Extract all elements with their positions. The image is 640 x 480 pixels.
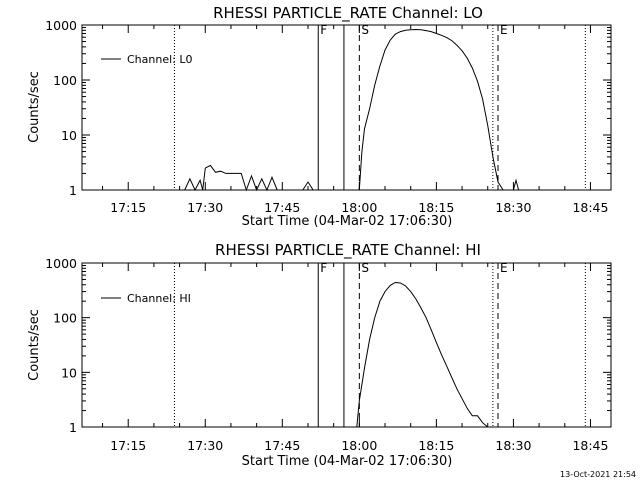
- x-tick-label: 17:15: [110, 200, 146, 215]
- x-tick-label: 17:30: [187, 438, 223, 453]
- panel-hi: RHESSI PARTICLE_RATE Channel: HI F S E 1 10…: [27, 241, 612, 469]
- event-flag-label: F: [320, 261, 327, 275]
- y-tick-label: 1: [69, 183, 77, 198]
- series-line: [358, 28, 504, 191]
- panel-lo-series: [184, 28, 520, 192]
- x-tick-label: 18:30: [495, 438, 531, 453]
- panel-hi-x-axis-label: Start Time (04-Mar-02 17:06:30): [242, 454, 453, 469]
- event-flag-label: E: [500, 261, 508, 275]
- y-tick-label: 10: [61, 365, 77, 380]
- panel-hi-y-axis-label: Counts/sec: [27, 309, 42, 381]
- panel-lo-title: RHESSI PARTICLE_RATE Channel: LO: [213, 4, 483, 23]
- panel-hi-y-ticks: 1 10 100 1000: [45, 256, 611, 435]
- event-flag-label: F: [320, 23, 327, 37]
- y-tick-label: 100: [53, 73, 77, 88]
- x-tick-label: 18:15: [418, 200, 454, 215]
- panel-lo-frame: [81, 24, 612, 191]
- panel-hi-x-ticks: 17:15 17:30 17:45 18:00 18:15 18:30 18:45: [102, 263, 608, 453]
- x-tick-label: 17:45: [264, 200, 300, 215]
- x-tick-label: 18:45: [572, 438, 608, 453]
- panel-lo-x-axis-label: Start Time (04-Mar-02 17:06:30): [242, 214, 453, 229]
- series-line: [356, 281, 489, 428]
- panel-lo-y-ticks: 1 10 100 1000: [45, 18, 611, 198]
- y-tick-label: 10: [61, 128, 77, 143]
- x-tick-label: 18:15: [418, 438, 454, 453]
- y-tick-label: 1: [69, 420, 77, 435]
- series-line: [512, 178, 520, 191]
- y-tick-label: 1000: [45, 18, 77, 33]
- panel-lo: RHESSI PARTICLE_RATE Channel: LO F S E 1 10…: [27, 4, 612, 229]
- panel-lo-x-ticks: 17:15 17:30 17:45 18:00 18:15 18:30 18:45: [102, 25, 608, 215]
- panel-lo-y-axis-label: Counts/sec: [27, 71, 42, 143]
- generation-timestamp: 13-Oct-2021 21:54: [560, 470, 636, 479]
- x-tick-label: 18:00: [341, 200, 377, 215]
- panel-hi-series: [356, 281, 489, 428]
- series-line: [302, 181, 314, 191]
- event-flag-label: S: [361, 23, 369, 37]
- panel-hi-frame: [81, 262, 612, 428]
- series-line: [184, 164, 278, 192]
- x-tick-label: 17:15: [110, 438, 146, 453]
- event-flag-label: E: [500, 23, 508, 37]
- x-tick-label: 18:45: [572, 200, 608, 215]
- x-tick-label: 18:00: [341, 438, 377, 453]
- panel-lo-legend: Channel: L0: [101, 53, 193, 66]
- y-tick-label: 1000: [45, 256, 77, 271]
- x-tick-label: 18:30: [495, 200, 531, 215]
- x-tick-label: 17:45: [264, 438, 300, 453]
- event-flag-label: S: [361, 261, 369, 275]
- legend-hi-label: Channel: HI: [127, 292, 191, 305]
- x-tick-label: 17:30: [187, 200, 223, 215]
- panel-hi-legend: Channel: HI: [101, 292, 191, 305]
- y-tick-label: 100: [53, 311, 77, 326]
- legend-lo-label: Channel: L0: [127, 53, 193, 66]
- panel-hi-title: RHESSI PARTICLE_RATE Channel: HI: [215, 241, 481, 260]
